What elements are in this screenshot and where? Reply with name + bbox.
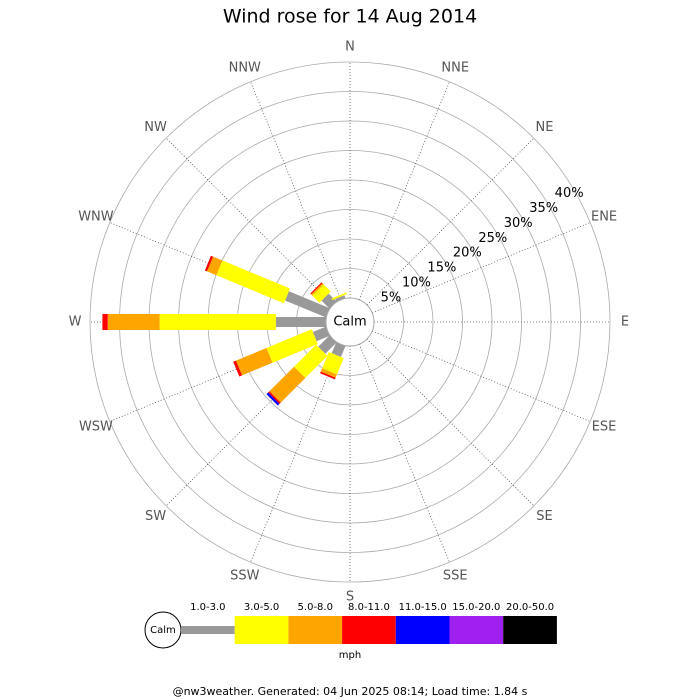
bar-segment (285, 291, 330, 318)
legend-swatch (288, 616, 343, 644)
direction-label: NE (535, 120, 553, 135)
bar-segment (107, 314, 160, 330)
r-tick-label: 25% (478, 231, 507, 246)
r-tick-label: 40% (555, 186, 584, 201)
bar-segment (331, 292, 348, 301)
legend-swatch (449, 616, 504, 644)
spoke (358, 81, 450, 300)
footer: @nw3weather. Generated: 04 Jun 2025 08:1… (173, 685, 528, 698)
legend-label: 5.0-8.0 (298, 602, 333, 613)
bar-segment (311, 283, 324, 296)
spoke (165, 137, 334, 306)
r-tick-label: 5% (381, 290, 402, 305)
direction-label: SSE (443, 569, 468, 584)
spoke (372, 222, 591, 314)
spoke (250, 81, 342, 300)
bar-segment (207, 256, 223, 276)
direction-label: SW (145, 509, 166, 524)
direction-label: N (345, 40, 355, 55)
bar-segment (312, 326, 330, 342)
legend-label: 15.0-20.0 (452, 602, 500, 613)
legend-label: 20.0-50.0 (506, 602, 554, 613)
spoke (366, 137, 535, 306)
chart-title: Wind rose for 14 Aug 2014 (223, 6, 477, 28)
legend-swatch (503, 616, 557, 644)
bar-segment (235, 347, 273, 376)
bar-segment (312, 284, 331, 303)
legend-swatch (234, 616, 289, 644)
legend-label: 3.0-5.0 (244, 602, 279, 613)
direction-label: SE (536, 509, 552, 524)
legend-label: 1.0-3.0 (190, 602, 225, 613)
legend-calm-label: Calm (150, 625, 176, 636)
bar-segment (335, 295, 346, 302)
direction-label: SSW (230, 569, 260, 584)
direction-label: E (621, 315, 629, 330)
r-tick-label: 30% (504, 216, 533, 231)
calm-label: Calm (333, 315, 366, 330)
bar-segment (322, 352, 344, 375)
bar-segment (275, 317, 326, 327)
direction-label: NNW (229, 60, 261, 75)
bar-segment (266, 392, 280, 406)
r-tick-label: 35% (529, 201, 558, 216)
direction-label: WNW (78, 209, 114, 224)
legend-unit: mph (339, 650, 361, 661)
r-tick-label: 20% (453, 246, 482, 261)
bar-segment (233, 360, 243, 377)
legend-swatch (395, 616, 450, 644)
direction-label: ESE (592, 420, 617, 435)
bar-segment (266, 329, 318, 363)
bar-segment (320, 371, 336, 380)
bar-segment (204, 255, 214, 272)
direction-label: W (69, 315, 82, 330)
direction-label: WSW (79, 420, 113, 435)
legend-label: 8.0-11.0 (348, 602, 390, 613)
grid-ring (89, 61, 611, 583)
bar-segment (331, 342, 346, 357)
spoke (250, 344, 342, 563)
bar-segment (269, 366, 306, 403)
direction-label: NW (144, 120, 167, 135)
direction-label: ENE (591, 209, 617, 224)
bar-segment (320, 368, 337, 378)
bar-segment (102, 314, 108, 330)
bar-segment (216, 260, 291, 304)
bar-segment (318, 335, 337, 354)
r-tick-label: 10% (402, 276, 431, 291)
bar-segment (310, 282, 323, 295)
direction-label: S (346, 590, 354, 605)
legend-swatch (181, 626, 235, 634)
bar-segment (293, 344, 328, 379)
legend-label: 11.0-15.0 (399, 602, 447, 613)
bar-segment (159, 314, 276, 330)
spoke (372, 330, 591, 422)
direction-label: NNE (441, 60, 469, 75)
spoke (358, 344, 450, 563)
legend-swatch (342, 616, 396, 644)
bar-segment (268, 391, 281, 404)
r-tick-label: 15% (427, 261, 456, 276)
spoke (366, 338, 535, 507)
calm-circle (325, 297, 375, 347)
